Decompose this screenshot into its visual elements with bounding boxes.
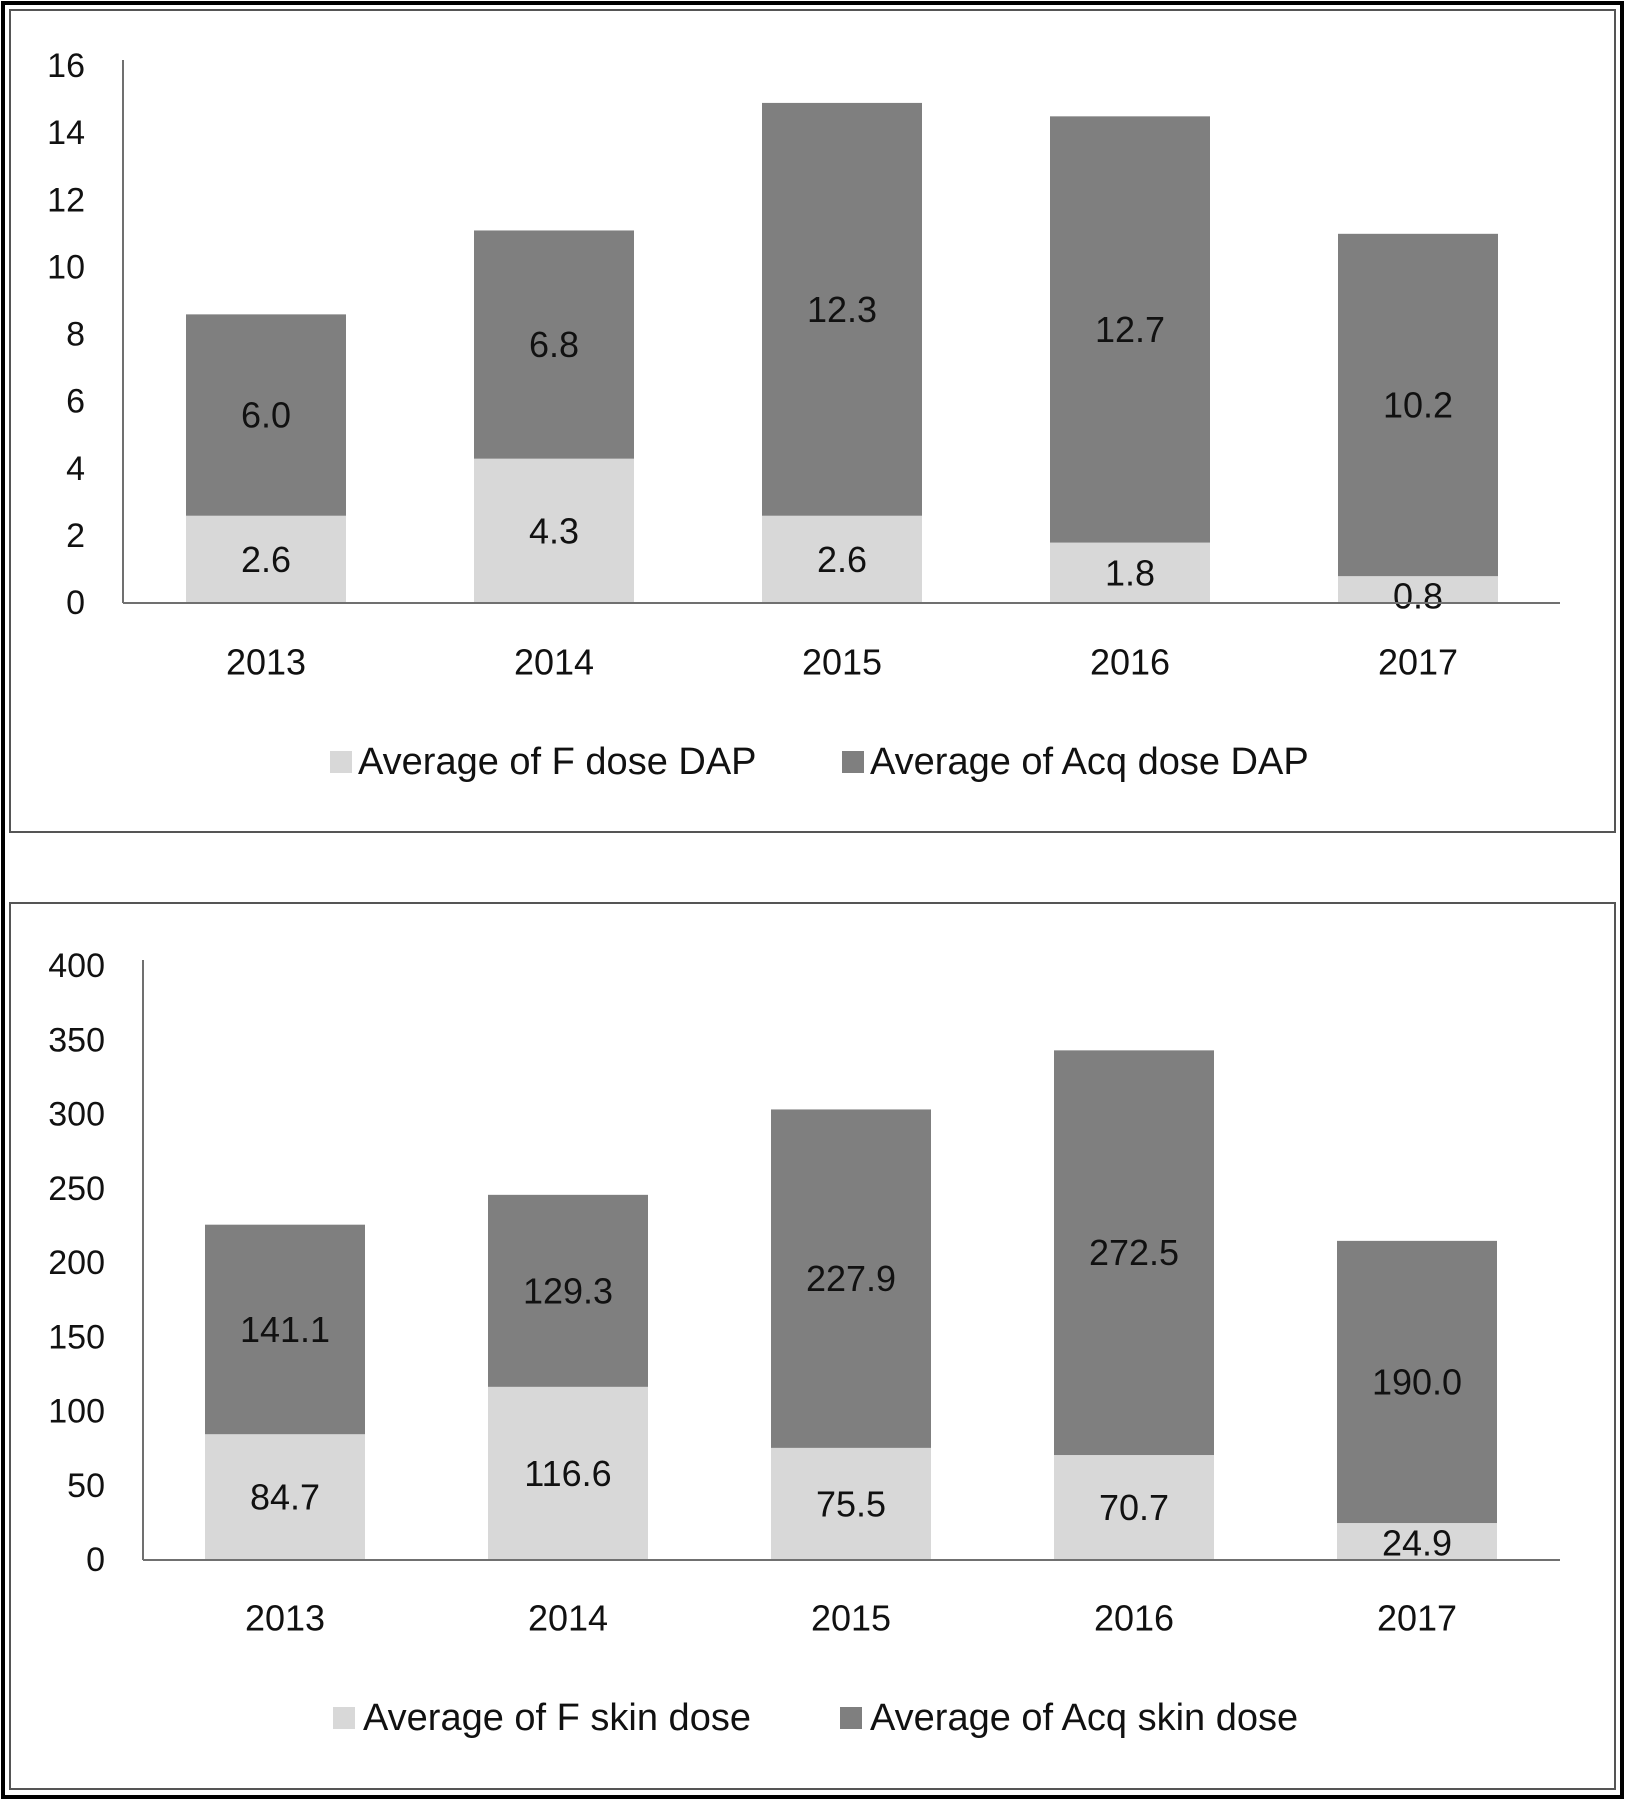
dap-stacked-bar-chart: 0 2 4 6 8 10 12 14 16 2.6 6.0 2013 4.3 6.8 2014 2.6 12.3… <box>47 47 1560 783</box>
data-label: 4.3 <box>529 510 579 551</box>
y-tick-label: 50 <box>67 1467 105 1505</box>
legend-label: Average of Acq skin dose <box>870 1697 1298 1739</box>
legend-label: Average of F dose DAP <box>358 741 757 783</box>
f-series-bar <box>1054 1455 1214 1560</box>
data-label: 190.0 <box>1372 1361 1462 1402</box>
y-tick-label: 100 <box>48 1393 105 1431</box>
data-label: 6.8 <box>529 324 579 365</box>
acq-series-bar <box>762 102 922 516</box>
skin-dose-stacked-bar-chart: 0 50 100 150 200 250 300 350 400 84.7 141.1 2013 116… <box>48 947 1560 1739</box>
data-label: 12.7 <box>1095 309 1165 350</box>
y-tick-label: 300 <box>48 1096 105 1134</box>
y-tick-label: 200 <box>48 1244 105 1282</box>
acq-series-bar <box>186 314 346 516</box>
f-series-bar <box>1050 542 1210 603</box>
y-tick-label: 250 <box>48 1170 105 1208</box>
data-label: 12.3 <box>807 289 877 330</box>
y-tick-label: 350 <box>48 1021 105 1059</box>
panel-border-bottom <box>9 902 1616 1790</box>
legend-swatch <box>333 1707 355 1729</box>
data-label: 116.6 <box>524 1453 611 1494</box>
acq-series-bar <box>205 1224 365 1435</box>
y-tick-label: 6 <box>66 383 85 421</box>
f-series-bar <box>771 1447 931 1560</box>
data-label: 227.9 <box>806 1258 896 1299</box>
f-series-bar <box>1337 1523 1497 1560</box>
f-series-bar <box>488 1386 648 1560</box>
acq-series-bar <box>1054 1050 1214 1456</box>
x-tick-label: 2017 <box>1377 1598 1457 1639</box>
data-label: 1.8 <box>1105 552 1155 593</box>
y-tick-label: 14 <box>47 114 85 152</box>
data-label: 2.6 <box>817 539 867 580</box>
panel-border-top <box>9 9 1616 833</box>
f-series-bar <box>474 458 634 603</box>
data-label: 141.1 <box>240 1309 330 1350</box>
f-series-bar <box>762 515 922 603</box>
data-label: 6.0 <box>241 395 291 436</box>
x-tick-label: 2014 <box>514 642 594 683</box>
data-label: 84.7 <box>250 1477 320 1518</box>
data-label: 272.5 <box>1089 1232 1179 1273</box>
x-tick-label: 2015 <box>811 1598 891 1639</box>
legend-swatch <box>330 751 352 773</box>
y-tick-label: 0 <box>86 1541 105 1579</box>
f-series-bar <box>186 515 346 603</box>
f-series-bar <box>205 1434 365 1560</box>
x-tick-label: 2013 <box>245 1598 325 1639</box>
x-tick-label: 2016 <box>1094 1598 1174 1639</box>
acq-series-bar <box>1337 1240 1497 1524</box>
acq-series-bar <box>1050 116 1210 543</box>
legend-label: Average of Acq dose DAP <box>870 741 1309 783</box>
y-tick-label: 150 <box>48 1318 105 1356</box>
y-tick-label: 16 <box>47 47 85 85</box>
data-label: 129.3 <box>523 1270 613 1311</box>
y-tick-label: 400 <box>48 947 105 985</box>
x-tick-label: 2015 <box>802 642 882 683</box>
data-label: 2.6 <box>241 539 291 580</box>
data-label: 24.9 <box>1382 1523 1452 1564</box>
data-label: 70.7 <box>1099 1487 1169 1528</box>
legend-swatch <box>842 751 864 773</box>
legend-label: Average of F skin dose <box>363 1697 751 1739</box>
data-label: 75.5 <box>816 1483 886 1524</box>
legend-swatch <box>840 1707 862 1729</box>
y-tick-label: 4 <box>66 450 85 488</box>
data-label: 0.8 <box>1393 576 1443 617</box>
y-tick-label: 0 <box>66 584 85 622</box>
acq-series-bar <box>474 230 634 459</box>
x-tick-label: 2017 <box>1378 642 1458 683</box>
acq-series-bar <box>771 1109 931 1448</box>
f-series-bar <box>1338 576 1498 603</box>
x-tick-label: 2013 <box>226 642 306 683</box>
data-label: 10.2 <box>1383 384 1453 425</box>
acq-series-bar <box>488 1194 648 1387</box>
y-tick-label: 8 <box>66 316 85 354</box>
y-tick-label: 12 <box>47 181 85 219</box>
y-tick-label: 10 <box>47 248 85 286</box>
y-tick-label: 2 <box>66 517 85 555</box>
acq-series-bar <box>1338 233 1498 577</box>
x-tick-label: 2014 <box>528 1598 608 1639</box>
x-tick-label: 2016 <box>1090 642 1170 683</box>
